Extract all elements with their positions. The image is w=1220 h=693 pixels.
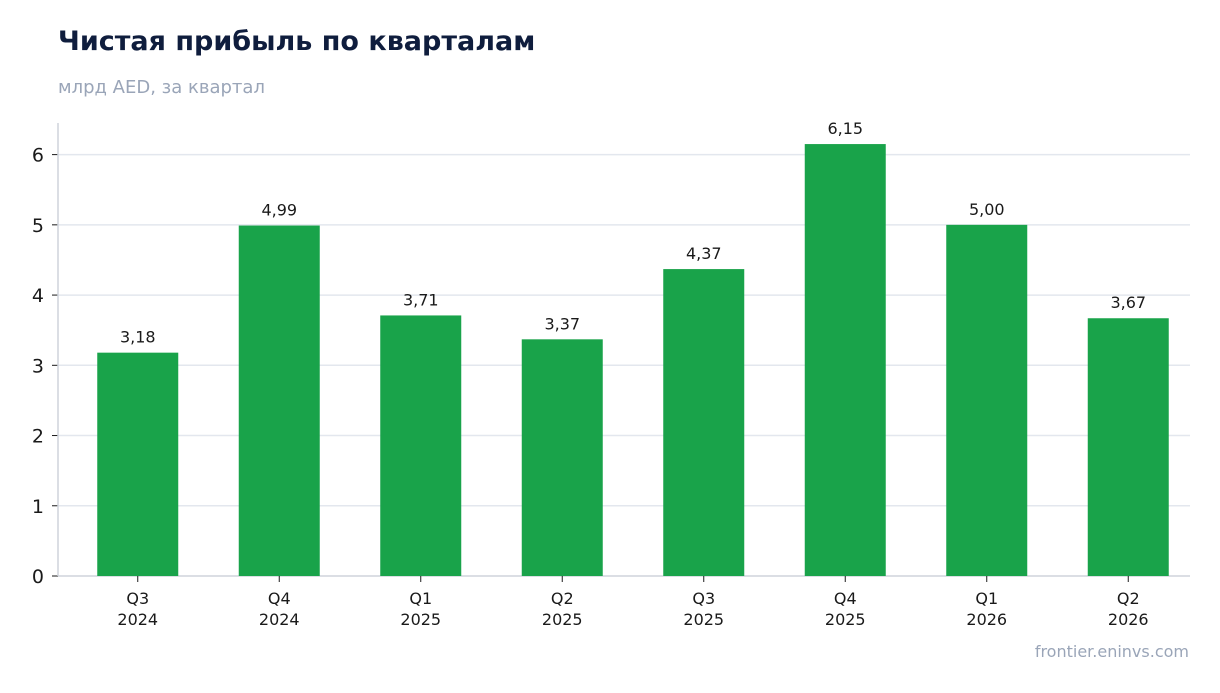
bar: [238, 225, 320, 576]
bar: [1087, 318, 1169, 576]
chart-title: Чистая прибыль по кварталам: [58, 26, 536, 57]
x-tick-label: Q2: [1117, 589, 1140, 608]
x-tick-label: 2025: [542, 610, 583, 629]
data-label: 4,37: [686, 244, 722, 263]
y-tick-label: 0: [32, 566, 44, 588]
x-tick-label: Q1: [975, 589, 998, 608]
y-tick-label: 3: [32, 355, 44, 377]
bar: [804, 144, 886, 576]
y-tick-label: 5: [32, 215, 44, 237]
data-label: 3,71: [403, 290, 439, 309]
bar: [663, 269, 745, 576]
x-tick-label: 2025: [400, 610, 441, 629]
bar: [97, 352, 179, 576]
x-tick-label: Q1: [409, 589, 432, 608]
x-tick-label: Q4: [834, 589, 857, 608]
data-label: 3,18: [120, 328, 156, 347]
x-tick-label: Q2: [551, 589, 574, 608]
bar: [946, 224, 1028, 576]
x-tick-label: 2025: [683, 610, 724, 629]
y-tick-label: 4: [32, 285, 44, 307]
x-tick-label: Q3: [126, 589, 149, 608]
y-tick-label: 1: [32, 496, 44, 518]
data-label: 4,99: [261, 201, 297, 220]
data-label: 5,00: [969, 200, 1005, 219]
x-tick-label: 2026: [966, 610, 1007, 629]
x-tick-label: Q4: [268, 589, 291, 608]
x-tick-label: 2026: [1108, 610, 1149, 629]
y-tick-label: 6: [32, 145, 44, 167]
data-label: 3,67: [1110, 293, 1146, 312]
data-label: 6,15: [827, 119, 863, 138]
source-label: frontier.eninvs.com: [1034, 642, 1189, 661]
chart-subtitle: млрд AED, за квартал: [58, 77, 265, 98]
x-tick-label: 2025: [825, 610, 866, 629]
x-tick-label: 2024: [259, 610, 300, 629]
data-label: 3,37: [544, 314, 580, 333]
x-tick-label: 2024: [117, 610, 158, 629]
x-tick-label: Q3: [692, 589, 715, 608]
y-tick-label: 2: [32, 426, 44, 448]
bar: [521, 339, 603, 576]
bar: [380, 315, 462, 576]
